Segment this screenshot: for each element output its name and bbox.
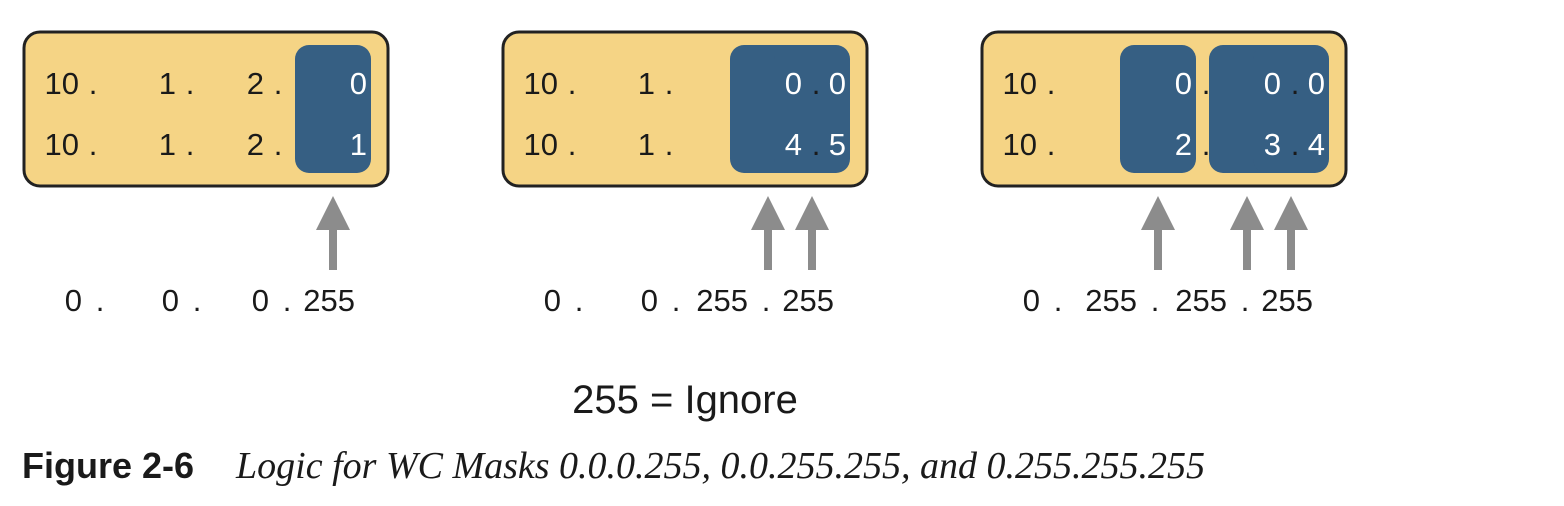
address-octet: 4 [1308,127,1325,162]
mask-octet: 255 [303,283,355,318]
octet-separator: . [1047,127,1056,162]
mask-octet: 255 [782,283,834,318]
mask-octet: 255 [1175,283,1227,318]
address-octet: 10 [524,127,558,162]
octet-separator: . [1291,127,1300,162]
wildcard-panel-3: 10. 0. 0. 010. 2. 3. 40. 255. 255. 255 [980,30,1348,318]
mask-separator: . [672,283,681,318]
mask-separator: . [1151,283,1160,318]
up-arrow-icon [751,196,785,230]
ignored-octet-highlight [1120,45,1196,173]
mask-separator: . [575,283,584,318]
octet-separator: . [186,127,195,162]
wildcard-panel-2: 10. 1. 0. 010. 1. 4. 50. 0. 255. 255 [501,30,869,318]
mask-octet: 0 [162,283,179,318]
address-octet: 1 [159,66,176,101]
wildcard-panel-1: 10. 1. 2. 010. 1. 2. 10. 0. 0. 255 [22,30,390,318]
up-arrow-icon [1141,196,1175,230]
mask-octet: 0 [252,283,269,318]
up-arrow-icon [316,196,350,230]
address-octet: 1 [638,127,655,162]
address-octet: 2 [1175,127,1192,162]
mask-separator: . [1054,283,1063,318]
ignored-octet-highlight [774,45,850,173]
octet-separator: . [89,66,98,101]
mask-separator: . [96,283,105,318]
address-octet: 10 [45,127,79,162]
mask-octet: 0 [65,283,82,318]
octet-separator: . [568,127,577,162]
address-octet: 10 [1003,127,1037,162]
octet-separator: . [1047,66,1056,101]
octet-separator: . [1291,66,1300,101]
up-arrow-icon [1230,196,1264,230]
octet-separator: . [274,66,283,101]
mask-octet: 255 [1085,283,1137,318]
octet-separator: . [1202,127,1211,162]
octet-separator: . [812,127,821,162]
address-octet: 1 [159,127,176,162]
address-octet: 2 [247,127,264,162]
mask-separator: . [283,283,292,318]
address-octet: 0 [1264,66,1281,101]
mask-separator: . [762,283,771,318]
address-octet: 0 [1175,66,1192,101]
octet-separator: . [568,66,577,101]
address-octet: 4 [785,127,802,162]
figure-title: Logic for WC Masks 0.0.0.255, 0.0.255.25… [236,445,1206,487]
mask-octet: 255 [696,283,748,318]
octet-separator: . [186,66,195,101]
address-octet: 0 [785,66,802,101]
address-octet: 2 [247,66,264,101]
mask-octet: 0 [544,283,561,318]
up-arrow-icon [1274,196,1308,230]
up-arrow-icon [795,196,829,230]
octet-separator: . [1202,66,1211,101]
ignored-octet-highlight [295,45,371,173]
octet-separator: . [665,127,674,162]
address-octet: 10 [45,66,79,101]
legend-text: 255 = Ignore [572,378,798,422]
octet-separator: . [274,127,283,162]
address-octet: 1 [638,66,655,101]
mask-octet: 0 [641,283,658,318]
address-octet: 10 [524,66,558,101]
octet-separator: . [812,66,821,101]
address-octet: 3 [1264,127,1281,162]
mask-separator: . [1241,283,1250,318]
address-octet: 10 [1003,66,1037,101]
mask-separator: . [193,283,202,318]
address-octet: 0 [350,66,367,101]
octet-separator: . [665,66,674,101]
figure-number: Figure 2-6 [22,445,195,486]
figure-caption: Figure 2-6 Logic for WC Masks 0.0.0.255, … [22,444,1205,488]
ignored-octet-highlight [1253,45,1329,173]
address-octet: 1 [350,127,367,162]
mask-octet: 0 [1023,283,1040,318]
octet-separator: . [89,127,98,162]
address-octet: 5 [829,127,846,162]
address-octet: 0 [829,66,846,101]
mask-octet: 255 [1261,283,1313,318]
address-octet: 0 [1308,66,1325,101]
